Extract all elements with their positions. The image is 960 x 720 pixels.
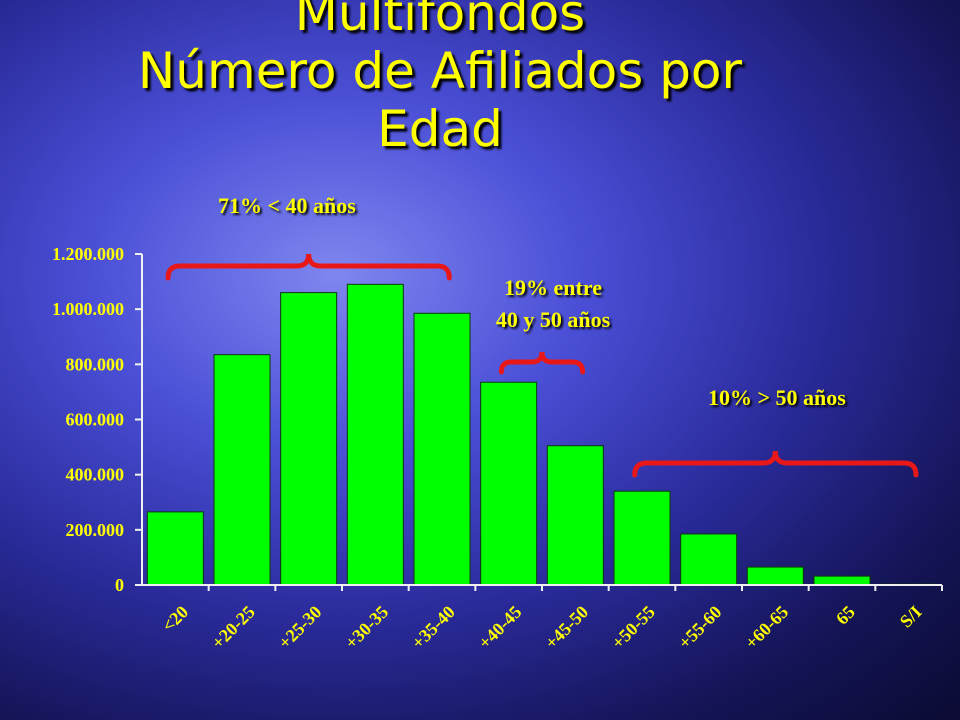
x-tick-label: 65 xyxy=(832,602,859,629)
bar xyxy=(346,283,404,586)
y-tick-label: 800.000 xyxy=(66,354,125,374)
bar xyxy=(480,381,538,586)
x-tick-label: S/I xyxy=(896,602,926,632)
x-tick-label: +40-45 xyxy=(474,602,525,653)
bar xyxy=(680,533,738,586)
y-tick-label: 1.200.000 xyxy=(52,244,124,264)
title-line-3: Edad xyxy=(377,100,503,158)
braces xyxy=(165,253,919,478)
annotation-40-50: 19% entre 40 y 50 años xyxy=(478,272,628,336)
x-tick-label: +25-30 xyxy=(274,602,325,653)
title-line-1: Multifondos xyxy=(294,0,586,42)
x-tick-label: +30-35 xyxy=(341,602,392,653)
y-tick-label: 1.000.000 xyxy=(52,299,124,319)
annotation-under-40-text: 71% < 40 años xyxy=(218,193,356,218)
x-tick-label: +45-50 xyxy=(541,602,592,653)
y-tick-label: 200.000 xyxy=(66,520,125,540)
bar xyxy=(613,490,671,586)
annotation-over-50: 10% > 50 años xyxy=(708,382,846,414)
title-line-2: Número de Afiliados por xyxy=(137,42,743,100)
annotation-over-50-text: 10% > 50 años xyxy=(708,385,846,410)
x-tick-label: <20 xyxy=(158,602,192,636)
y-axis: 0 200.000 400.000 600.000 800.000 1.000.000 1.… xyxy=(52,244,143,595)
bar xyxy=(413,312,471,586)
y-tick-label: 600.000 xyxy=(66,410,125,430)
x-tick-label: +60-65 xyxy=(741,602,792,653)
x-tick-label: +35-40 xyxy=(408,602,459,653)
x-tick-label: +50-55 xyxy=(608,602,659,653)
y-tick-label: 400.000 xyxy=(66,465,125,485)
x-tick-label: +55-60 xyxy=(674,602,725,653)
bars xyxy=(146,283,938,586)
x-tick-label: +20-25 xyxy=(208,602,259,653)
annotation-40-50-line2: 40 y 50 años xyxy=(495,307,611,332)
annotation-40-50-line1: 19% entre xyxy=(504,275,602,300)
bar xyxy=(813,575,871,586)
bar xyxy=(280,292,338,586)
x-axis: <20 +20-25 +25-30 +30-35 +35-40 +40-45 +45-50 +… xyxy=(142,584,943,653)
bar xyxy=(746,566,804,586)
chart-title: Multifondos Número de Afiliados por Edad xyxy=(60,0,820,158)
y-tick-label: 0 xyxy=(115,575,124,595)
brace-over-50 xyxy=(632,450,919,478)
brace-under-40 xyxy=(165,253,452,281)
annotation-under-40: 71% < 40 años xyxy=(218,190,356,222)
bar xyxy=(146,511,204,586)
bar xyxy=(213,354,271,586)
bar xyxy=(546,445,604,586)
brace-40-50 xyxy=(498,351,586,375)
